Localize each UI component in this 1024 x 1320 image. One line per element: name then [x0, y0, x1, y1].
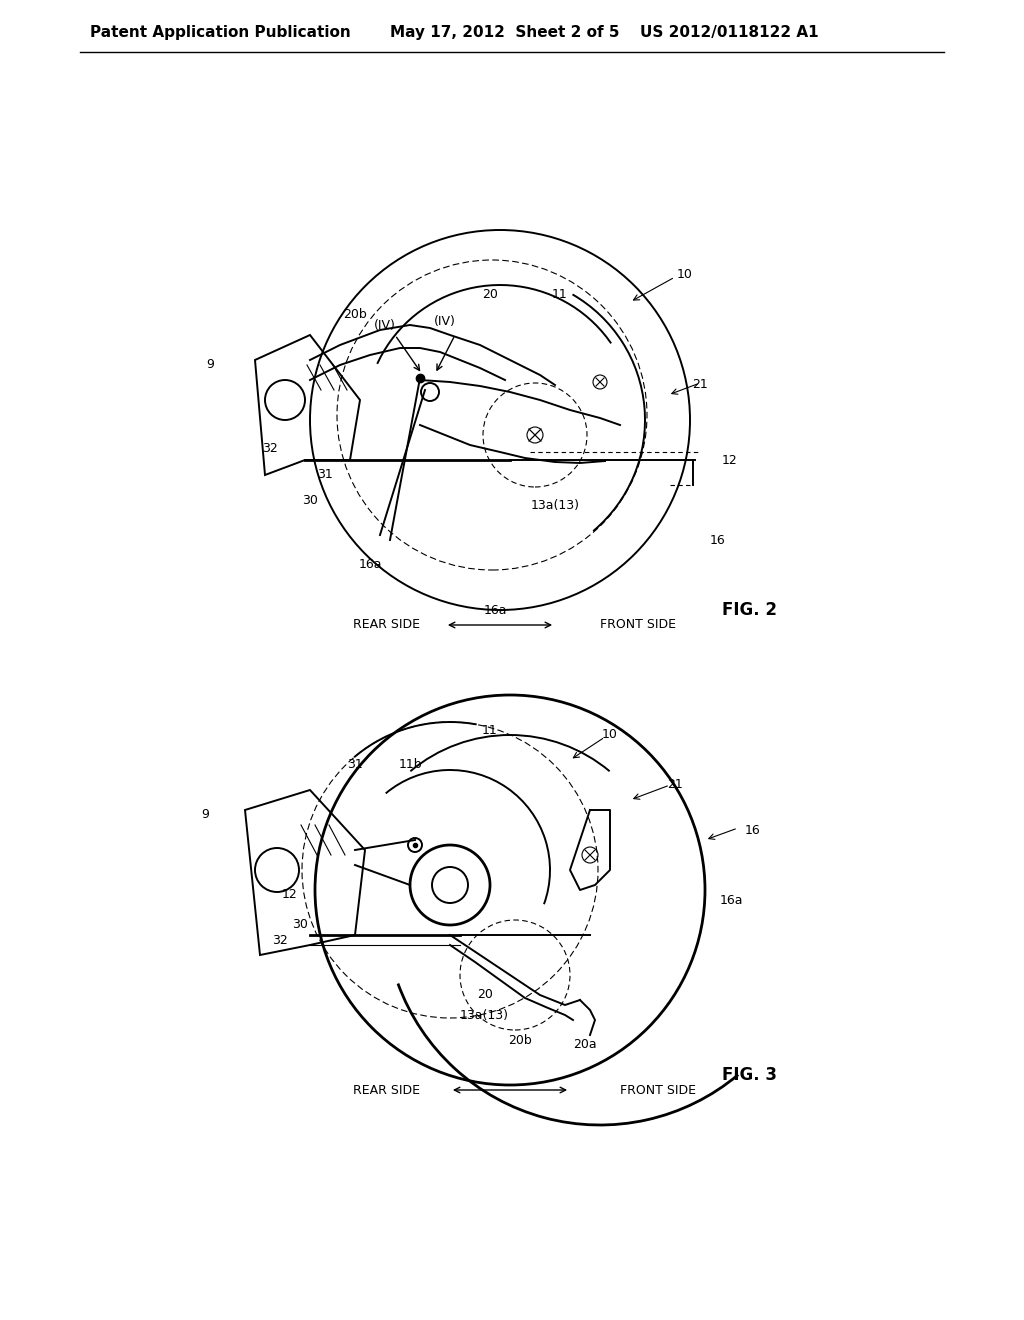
Text: 30: 30 — [292, 919, 308, 932]
Text: 16a: 16a — [720, 894, 743, 907]
Text: 9: 9 — [201, 808, 209, 821]
Text: 20b: 20b — [508, 1034, 531, 1047]
Text: 16a: 16a — [358, 558, 382, 572]
Text: 31: 31 — [317, 469, 333, 482]
Text: FIG. 3: FIG. 3 — [723, 1067, 777, 1084]
Text: 9: 9 — [206, 359, 214, 371]
Text: 21: 21 — [667, 779, 683, 792]
Text: REAR SIDE: REAR SIDE — [353, 619, 420, 631]
Text: 16: 16 — [710, 533, 726, 546]
Text: 10: 10 — [677, 268, 693, 281]
Text: 11b: 11b — [398, 759, 422, 771]
Text: 20a: 20a — [573, 1039, 597, 1052]
Text: Patent Application Publication: Patent Application Publication — [90, 25, 351, 41]
Text: 30: 30 — [302, 494, 317, 507]
Text: 16a: 16a — [483, 603, 507, 616]
Text: 12: 12 — [283, 888, 298, 902]
Text: 13a(13): 13a(13) — [530, 499, 580, 511]
Text: (IV): (IV) — [374, 318, 396, 331]
Text: 16: 16 — [745, 824, 761, 837]
Text: 20b: 20b — [343, 309, 367, 322]
Text: (IV): (IV) — [434, 315, 456, 329]
Text: 11: 11 — [552, 289, 568, 301]
Text: 12: 12 — [722, 454, 737, 466]
Text: FRONT SIDE: FRONT SIDE — [620, 1084, 696, 1097]
Text: May 17, 2012  Sheet 2 of 5: May 17, 2012 Sheet 2 of 5 — [390, 25, 620, 41]
Text: 32: 32 — [262, 441, 278, 454]
Text: FIG. 2: FIG. 2 — [723, 601, 777, 619]
Text: 21: 21 — [692, 379, 708, 392]
Text: 20: 20 — [477, 989, 493, 1002]
Text: 13a(13): 13a(13) — [460, 1008, 509, 1022]
Text: FRONT SIDE: FRONT SIDE — [600, 619, 676, 631]
Text: REAR SIDE: REAR SIDE — [353, 1084, 420, 1097]
Text: 10: 10 — [602, 729, 617, 742]
Text: 11: 11 — [482, 723, 498, 737]
Text: US 2012/0118122 A1: US 2012/0118122 A1 — [640, 25, 818, 41]
Text: 32: 32 — [272, 933, 288, 946]
Text: 20: 20 — [482, 289, 498, 301]
Text: 31: 31 — [347, 759, 362, 771]
